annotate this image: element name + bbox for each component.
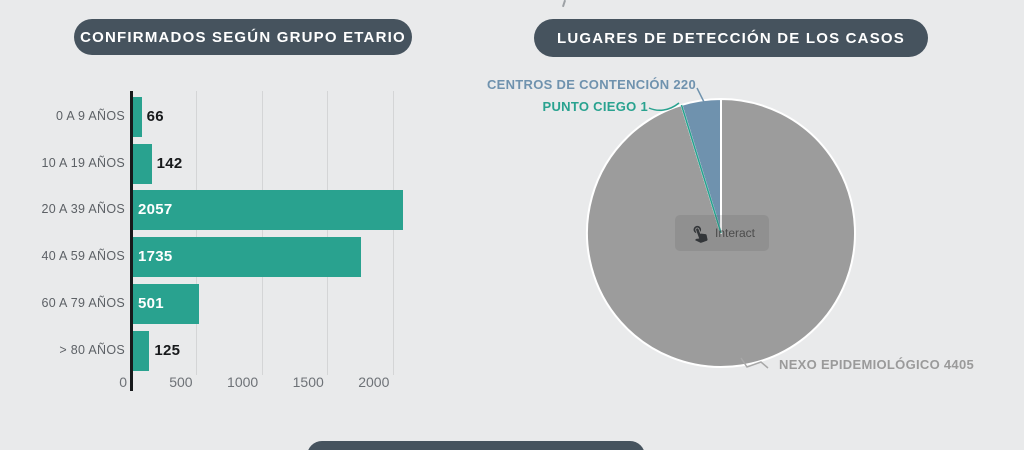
bar-chart-title: CONFIRMADOS SEGÚN GRUPO ETARIO bbox=[80, 28, 406, 46]
bar-value-label: 501 bbox=[138, 294, 164, 312]
category-label: 10 A 19 AÑOS bbox=[41, 155, 125, 170]
grid-line bbox=[261, 91, 263, 375]
bar[interactable] bbox=[133, 97, 142, 137]
bar[interactable] bbox=[133, 143, 152, 184]
category-label: 40 A 59 AÑOS bbox=[41, 249, 125, 264]
tap-hand-icon bbox=[693, 225, 708, 243]
pie-chart-title-pill: LUGARES DE DETECCIÓN DE LOS CASOS bbox=[534, 19, 928, 57]
grid-line bbox=[392, 91, 394, 375]
bar-value-label: 2057 bbox=[138, 201, 173, 219]
x-axis-tick: 2000 bbox=[358, 374, 390, 390]
bar-value-label: 125 bbox=[154, 341, 181, 359]
category-label: 20 A 39 AÑOS bbox=[41, 202, 125, 217]
pie-chart-title: LUGARES DE DETECCIÓN DE LOS CASOS bbox=[557, 29, 905, 47]
interact-hint[interactable]: Interact bbox=[675, 215, 769, 251]
bar-chart-title-pill: CONFIRMADOS SEGÚN GRUPO ETARIO bbox=[74, 19, 412, 55]
x-axis-tick: 500 bbox=[169, 374, 193, 390]
bar-value-label: 142 bbox=[156, 154, 183, 172]
x-axis-tick: 1000 bbox=[227, 374, 259, 390]
pie-label-nexo: NEXO EPIDEMIOLÓGICO 4405 bbox=[779, 357, 975, 372]
pie-label-punto: PUNTO CIEGO 1 bbox=[542, 99, 648, 114]
pie-chart[interactable] bbox=[555, 70, 895, 400]
leader-punto bbox=[648, 102, 680, 112]
pie-slice-punto-ciego[interactable] bbox=[680, 104, 722, 234]
bar[interactable] bbox=[133, 283, 199, 324]
leader-nexo bbox=[740, 357, 769, 369]
x-axis-tick: 0 bbox=[119, 374, 127, 390]
grid-line bbox=[327, 91, 329, 375]
category-label: 0 A 9 AÑOS bbox=[55, 109, 125, 123]
bar[interactable] bbox=[133, 190, 403, 231]
bottom-title-pill-cutoff bbox=[307, 441, 645, 450]
bar-value-label: 66 bbox=[146, 108, 164, 125]
y-axis-line bbox=[130, 91, 133, 391]
leader-centros bbox=[696, 87, 705, 103]
bar[interactable] bbox=[133, 330, 150, 371]
bar-value-label: 1735 bbox=[138, 248, 173, 266]
interact-label: Interact bbox=[714, 226, 756, 240]
x-axis-tick: 1500 bbox=[292, 374, 324, 390]
grid-line bbox=[196, 91, 198, 375]
pie-label-centros: CENTROS DE CONTENCIÓN 220 bbox=[486, 77, 696, 92]
bar[interactable] bbox=[133, 237, 361, 278]
category-label: 60 A 79 AÑOS bbox=[41, 295, 125, 310]
category-label: > 80 AÑOS bbox=[59, 342, 125, 357]
